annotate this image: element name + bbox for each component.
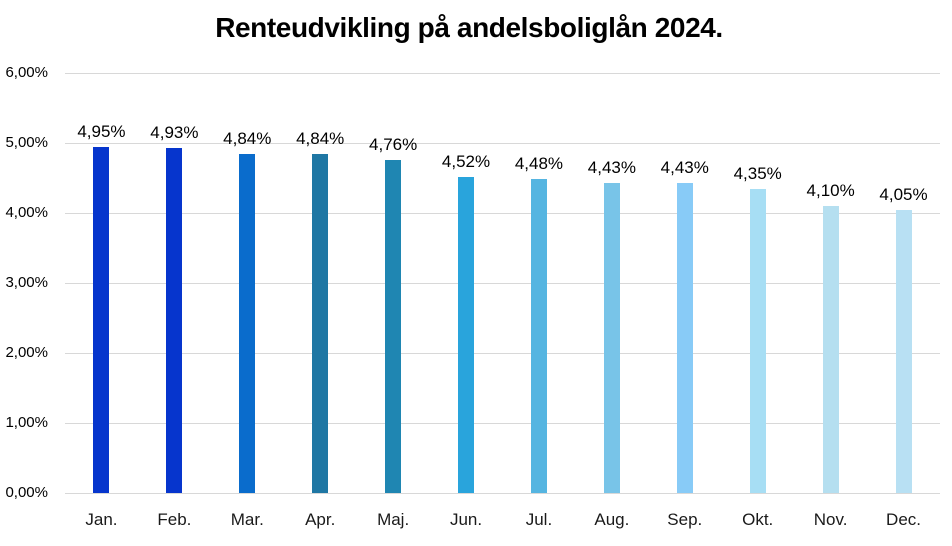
y-axis-tick-label: 0,00% xyxy=(5,484,48,501)
x-axis-tick-label: Dec. xyxy=(886,510,922,529)
gridline xyxy=(65,282,940,284)
bar xyxy=(603,182,620,493)
gridline xyxy=(65,72,940,74)
bar-value-label: 4,35% xyxy=(733,163,782,183)
bar xyxy=(822,206,839,493)
x-axis-tick-label: Feb. xyxy=(157,510,192,529)
bar xyxy=(93,146,110,493)
bar-value-label: 4,52% xyxy=(441,151,491,171)
bar-value-label: 4,05% xyxy=(879,184,928,204)
x-axis-tick-label: Aug. xyxy=(594,510,630,529)
y-axis-tick-label: 3,00% xyxy=(5,274,48,291)
x-axis-tick-label: Okt. xyxy=(742,510,774,529)
y-axis-tick-label: 1,00% xyxy=(5,414,48,431)
bar-value-label: 4,84% xyxy=(223,129,272,149)
bar xyxy=(458,176,475,493)
x-axis-tick-label: Maj. xyxy=(377,510,410,529)
y-axis-tick-label: 5,00% xyxy=(5,134,48,151)
bar xyxy=(895,209,912,493)
gridline xyxy=(65,352,940,354)
gridline xyxy=(65,212,940,214)
gridline xyxy=(65,422,940,424)
bar xyxy=(749,188,766,493)
y-axis-tick-label: 6,00% xyxy=(5,64,48,81)
gridline xyxy=(65,492,940,494)
bar xyxy=(385,159,402,493)
bar xyxy=(530,179,547,493)
bar-value-label: 4,10% xyxy=(806,181,855,200)
bar-value-label: 4,76% xyxy=(369,134,418,154)
y-axis-tick-label: 4,00% xyxy=(5,204,48,221)
x-axis-tick-label: Nov. xyxy=(813,510,848,529)
bar-value-label: 4,84% xyxy=(296,129,345,149)
x-axis-tick-label: Jul. xyxy=(525,510,553,529)
chart-title: Renteudvikling på andelsboliglån 2024. xyxy=(215,12,723,43)
x-axis-tick-label: Sep. xyxy=(667,510,703,529)
bar-value-label: 4,93% xyxy=(150,122,199,142)
x-axis-tick-label: Jan. xyxy=(85,510,118,529)
x-axis-tick-label: Apr. xyxy=(305,510,336,529)
gridline xyxy=(65,142,940,144)
x-axis-tick-label: Jun. xyxy=(449,510,483,529)
y-axis-tick-label: 2,00% xyxy=(5,344,48,361)
bar xyxy=(676,182,693,493)
bar-value-label: 4,95% xyxy=(77,121,126,141)
bar-value-label: 4,43% xyxy=(587,157,636,177)
bar xyxy=(312,154,329,493)
bar xyxy=(239,154,256,493)
x-axis-tick-label: Mar. xyxy=(230,510,264,529)
bar-value-label: 4,48% xyxy=(514,154,564,174)
bar-value-label: 4,43% xyxy=(660,157,709,177)
bar xyxy=(166,147,183,493)
